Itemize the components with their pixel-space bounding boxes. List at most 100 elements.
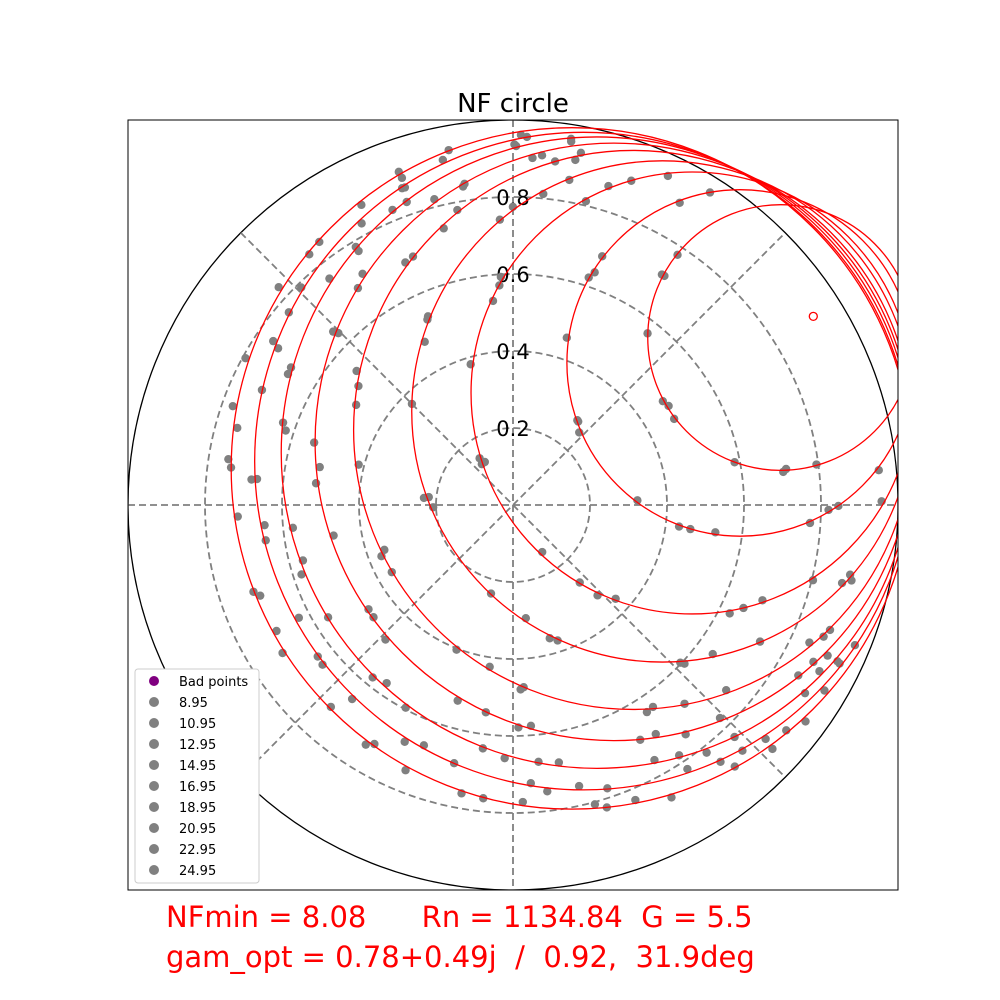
nf-circle [647,204,898,471]
legend-label: 20.95 [179,822,216,837]
legend-marker [149,823,159,833]
data-point [458,182,468,191]
nf-circle [566,189,898,537]
data-point [874,465,883,475]
data-point [382,678,391,688]
gam-opt-marker [808,311,818,322]
data-point [233,423,242,433]
data-point [272,626,281,636]
data-point [479,794,488,803]
data-point [664,401,673,411]
plot-frame [127,119,899,891]
nf-circle [254,131,898,791]
gridline-diagonal-2 [240,232,786,778]
data-point [315,462,324,472]
data-point [357,200,366,210]
data-point [837,578,847,588]
data-point [241,353,250,363]
radial-tick-label: 0.4 [496,340,529,364]
data-point [281,426,290,435]
data-point [294,613,304,622]
legend-label: 18.95 [179,801,216,816]
data-point [352,366,361,376]
nf-circle [353,149,898,711]
legend: Bad points 8.95 10.95 12.95 14.95 16.95 18.95 2… [134,668,260,884]
data-point [357,219,366,228]
legend-label: 24.95 [179,864,216,879]
data-point [581,196,591,206]
data-point [347,694,357,704]
data-point [819,632,828,641]
data-point [631,795,640,805]
data-point [269,336,278,346]
data-point [571,155,580,165]
data-point [566,137,576,146]
data-point [543,787,552,796]
data-point [823,651,832,660]
data-point [354,381,363,391]
legend-box [134,668,260,884]
data-point [516,130,526,140]
data-point [801,717,810,726]
data-point [669,414,679,424]
nf-circle [470,171,898,615]
data-point [247,475,256,484]
chart-title: NF circle [457,89,569,119]
data-point [847,576,856,585]
data-point [782,726,791,735]
footer-line-1: NFmin = 8.08 Rn = 1134.84 G = 5.5 [166,900,753,934]
data-point [361,740,370,749]
data-point [603,784,612,793]
data-point [815,667,824,676]
data-point [554,758,564,767]
data-point [651,729,660,739]
legend-marker [149,781,159,791]
data-point [794,671,803,680]
data-point [351,242,360,252]
legend-marker [149,760,159,770]
gridline-diagonal-1 [240,232,786,778]
data-point [809,657,818,667]
legend-marker [149,844,159,854]
nf-circle [411,160,898,663]
data-point [315,237,324,247]
plot-area: 0.20.40.60.8 [128,120,898,890]
data-point [318,660,327,669]
data-point [528,153,537,163]
data-point [824,505,833,515]
legend-label: 10.95 [179,717,216,732]
legend-marker [149,718,159,728]
data-point [388,205,397,215]
data-point [305,250,314,259]
data-point [224,454,233,464]
radial-grid-ring [435,427,591,583]
data-point [680,699,689,708]
legend-label: 8.95 [179,696,208,711]
data-point [518,797,527,807]
data-point [453,205,462,215]
data-point [575,428,584,437]
data-point [702,748,711,757]
data-point [233,512,242,521]
data-point [500,753,509,763]
data-point [820,686,829,695]
data-point [438,155,448,165]
radial-grid-ring [281,273,745,737]
data-point [400,737,409,746]
data-point [683,764,692,774]
data-point [358,269,367,278]
legend-marker [149,676,159,686]
data-point [351,400,361,410]
data-point [274,283,283,292]
footer-line-2: gam_opt = 0.78+0.49j / 0.92, 31.9deg [166,940,755,974]
data-point [297,570,306,579]
data-point [675,198,684,207]
data-point [401,766,410,775]
data-point [401,703,410,712]
data-point [430,195,439,204]
nf-circle [314,142,898,742]
radial-grid-ring [204,196,822,814]
data-point [633,496,642,505]
data-point [590,800,600,809]
